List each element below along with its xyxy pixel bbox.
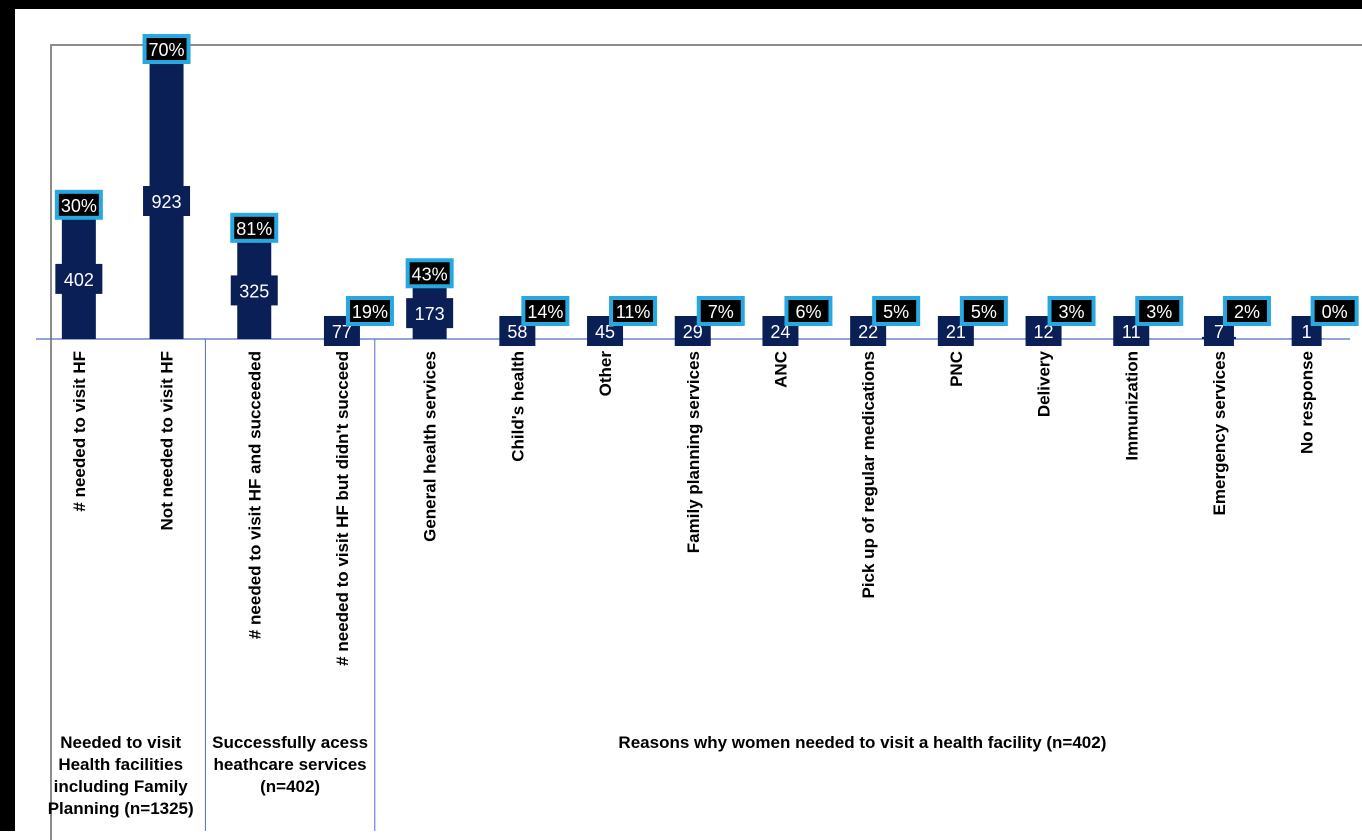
group-label: Needed to visit <box>60 733 181 752</box>
percent-label: 6% <box>795 302 821 322</box>
group-label: Planning (n=1325) <box>48 799 194 818</box>
category-label: # needed to visit HF but didn't succeed <box>333 351 352 666</box>
value-label: 325 <box>239 281 269 301</box>
category-label: # needed to visit HF and succeeded <box>245 351 264 639</box>
value-label: 7 <box>1214 322 1224 342</box>
percent-label: 70% <box>149 40 185 60</box>
group-label: (n=402) <box>260 777 320 796</box>
percent-label: 43% <box>412 264 448 284</box>
category-label: # needed to visit HF <box>70 351 89 512</box>
percent-label: 5% <box>971 302 997 322</box>
percent-label: 3% <box>1146 302 1172 322</box>
category-label: No response <box>1298 351 1317 454</box>
value-label: 402 <box>64 270 94 290</box>
percent-label: 30% <box>61 196 97 216</box>
value-label: 173 <box>415 304 445 324</box>
category-label: Other <box>596 351 615 397</box>
category-label: Not needed to visit HF <box>158 351 177 530</box>
category-label: Immunization <box>1122 351 1141 461</box>
category-label: Pick up of regular medications <box>859 351 878 599</box>
percent-label: 0% <box>1322 302 1348 322</box>
category-label: Family planning services <box>684 351 703 553</box>
percent-label: 2% <box>1234 302 1260 322</box>
percent-label: 14% <box>527 302 563 322</box>
percent-label: 5% <box>883 302 909 322</box>
group-label: including Family <box>54 777 189 796</box>
value-label: 923 <box>152 192 182 212</box>
percent-label: 81% <box>236 219 272 239</box>
category-label: Emergency services <box>1210 351 1229 515</box>
category-label: Delivery <box>1035 350 1054 417</box>
group-label: Health facilities <box>58 755 183 774</box>
group-label: Reasons why women needed to visit a heal… <box>618 733 1106 752</box>
percent-label: 19% <box>352 302 388 322</box>
percent-label: 7% <box>708 302 734 322</box>
percent-label: 11% <box>616 302 651 322</box>
category-label: PNC <box>947 351 966 387</box>
category-label: General health services <box>421 351 440 542</box>
percent-label: 3% <box>1059 302 1085 322</box>
category-label: ANC <box>771 351 790 388</box>
category-label: Child's health <box>508 351 527 462</box>
value-label: 1 <box>1302 322 1312 342</box>
group-label: Successfully acess <box>212 733 368 752</box>
group-label: heathcare services <box>214 755 367 774</box>
